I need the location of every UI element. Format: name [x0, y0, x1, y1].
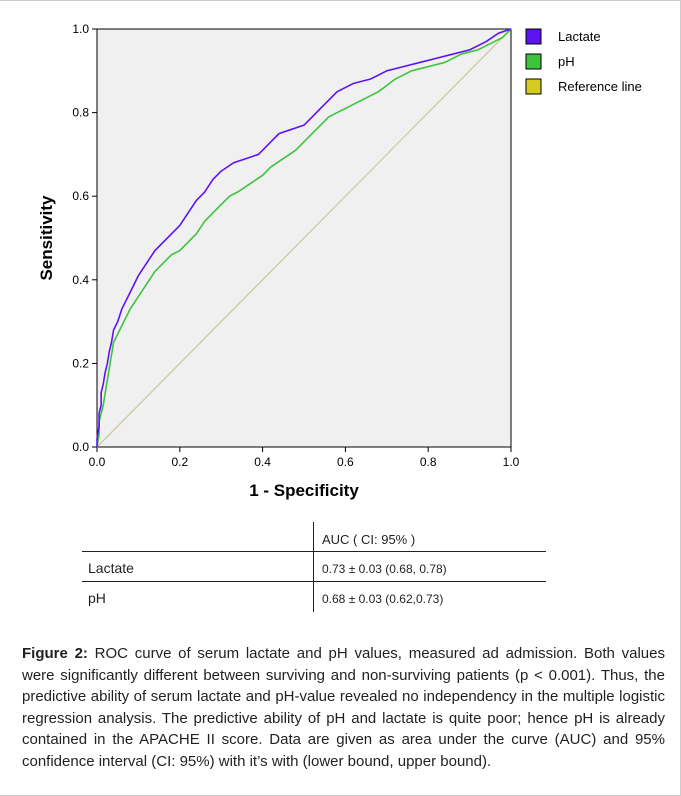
- caption-label: Figure 2:: [22, 645, 88, 662]
- table-row-label: pH: [88, 590, 106, 606]
- series-line-lactate: [96, 28, 512, 447]
- series-line-ph: [96, 28, 512, 448]
- table-divider: [313, 582, 314, 612]
- y-tick-label: 0.4: [72, 273, 89, 287]
- x-tick-label: 0.6: [337, 455, 354, 469]
- y-tick-label: 0.8: [72, 106, 89, 120]
- y-tick-label: 0.2: [72, 356, 89, 370]
- table-header-row: AUC ( CI: 95% ): [82, 522, 546, 552]
- legend-swatch-ph: [525, 53, 542, 70]
- auc-table: AUC ( CI: 95% ) Lactate 0.73 ± 0.03 (0.6…: [82, 522, 546, 612]
- y-axis-ticks: 0.0 0.2 0.4 0.6 0.8 1.0: [72, 22, 97, 454]
- table-header-auc: AUC ( CI: 95% ): [322, 532, 416, 547]
- table-rule: [82, 581, 546, 582]
- legend-swatch-reference-line: [525, 78, 542, 95]
- roc-chart: 0.0 0.2 0.4 0.6 0.8 1.0 0.0 0.2 0.4 0.6 0.8 1.0 1 …: [37, 22, 642, 500]
- table-divider: [313, 522, 314, 552]
- y-tick-label: 1.0: [72, 22, 89, 36]
- x-tick-label: 0.2: [171, 455, 188, 469]
- table-row-value: 0.68 ± 0.03 (0.62,0.73): [322, 592, 444, 606]
- table-row: pH 0.68 ± 0.03 (0.62,0.73): [82, 582, 546, 612]
- legend-label-reference-line: Reference line: [558, 79, 642, 94]
- x-tick-label: 1.0: [503, 455, 520, 469]
- table-rule: [82, 551, 546, 552]
- table-row-label: Lactate: [88, 560, 134, 576]
- x-axis-ticks: 0.0 0.2 0.4 0.6 0.8 1.0: [89, 447, 520, 469]
- y-tick-label: 0.0: [72, 440, 89, 454]
- legend-label-ph: pH: [558, 54, 575, 69]
- x-tick-label: 0.8: [420, 455, 437, 469]
- table-row: Lactate 0.73 ± 0.03 (0.68, 0.78): [82, 552, 546, 582]
- legend: Lactate pH Reference line: [525, 28, 642, 95]
- caption-text: ROC curve of serum lactate and pH values…: [22, 645, 665, 770]
- legend-label-lactate: Lactate: [558, 29, 601, 44]
- series-layer: [96, 28, 512, 448]
- x-tick-label: 0.0: [89, 455, 106, 469]
- y-tick-label: 0.6: [72, 189, 89, 203]
- figure-caption: Figure 2: ROC curve of serum lactate and…: [22, 643, 665, 772]
- legend-swatch-lactate: [525, 28, 542, 45]
- series-line-reference-line: [96, 28, 512, 448]
- x-tick-label: 0.4: [254, 455, 271, 469]
- y-axis-title: Sensitivity: [37, 195, 56, 281]
- table-divider: [313, 552, 314, 582]
- table-row-value: 0.73 ± 0.03 (0.68, 0.78): [322, 562, 447, 576]
- x-axis-title: 1 - Specificity: [249, 481, 359, 500]
